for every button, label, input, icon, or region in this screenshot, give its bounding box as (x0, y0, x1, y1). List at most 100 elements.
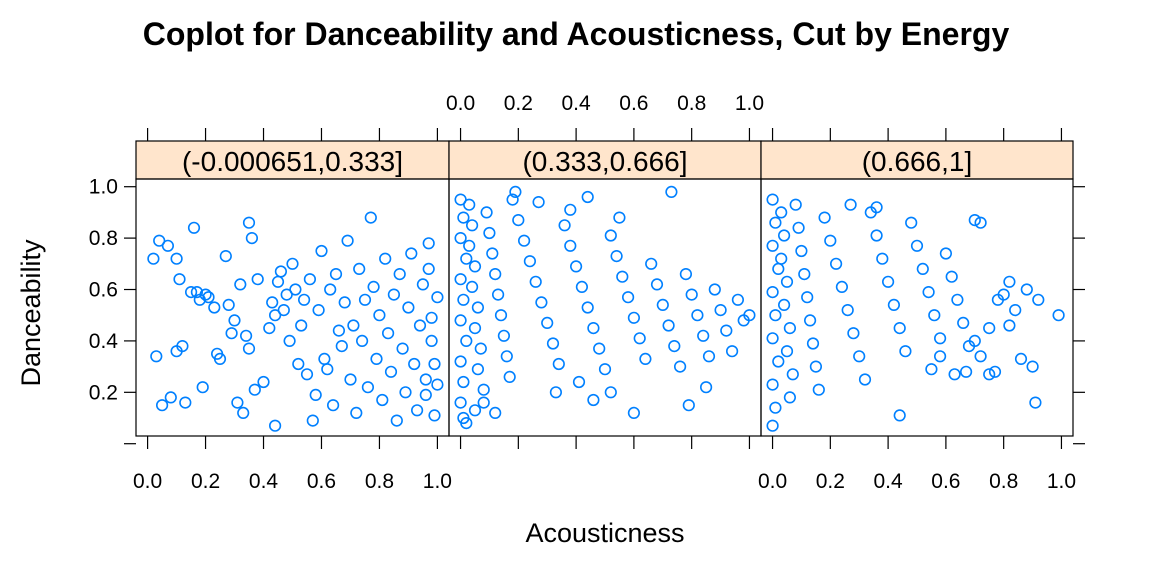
data-point (662, 319, 675, 332)
data-point (974, 216, 987, 229)
data-point (399, 386, 412, 399)
data-point (341, 234, 354, 247)
data-point (335, 340, 348, 353)
data-point (893, 322, 906, 335)
data-point (974, 350, 987, 363)
data-point (806, 337, 820, 350)
data-point (376, 393, 389, 407)
x-tick-label-bottom: 0.4 (249, 470, 279, 493)
data-point (780, 345, 794, 358)
panel-strip (135, 140, 450, 180)
data-point (910, 239, 924, 252)
data-point (841, 304, 854, 317)
data-point (789, 198, 802, 211)
data-point (604, 229, 617, 242)
panel-1: (-0.000651,0.333] 0.0 0.2 0.4 0.6 0.8 1.0 (133, 128, 452, 493)
data-point (283, 334, 296, 348)
data-point (483, 226, 496, 240)
data-point (150, 350, 163, 363)
data-point (240, 329, 253, 342)
data-point (1029, 396, 1042, 409)
data-point (457, 375, 470, 389)
data-point (324, 283, 337, 296)
y-tick-label: 0.6 (89, 279, 118, 302)
y-tick-label: 0.2 (89, 381, 118, 404)
strip-label: (0.333,0.666] (522, 146, 687, 177)
data-point (613, 211, 626, 224)
data-point (361, 381, 375, 394)
data-point (222, 298, 235, 312)
data-point (187, 221, 201, 234)
data-point (425, 334, 438, 348)
data-point (809, 360, 823, 373)
data-point (277, 304, 290, 317)
data-point (292, 357, 305, 371)
data-point (269, 419, 282, 432)
data-point (587, 322, 600, 335)
data-point (190, 286, 203, 299)
data-point (416, 278, 430, 291)
data-point (457, 293, 470, 306)
data-point (627, 406, 641, 420)
data-point (153, 234, 166, 247)
chart-title: Coplot for Danceability and Acousticness… (143, 16, 1010, 52)
data-point (853, 350, 866, 363)
data-point (274, 265, 288, 278)
data-point (792, 221, 805, 234)
data-point (468, 260, 482, 273)
data-point (231, 396, 244, 409)
data-point (925, 363, 938, 376)
data-point (769, 216, 782, 229)
data-point (948, 368, 961, 381)
data-point (743, 309, 756, 322)
data-point (581, 301, 594, 314)
data-point (251, 273, 264, 286)
data-point (824, 234, 837, 247)
data-point (876, 252, 889, 265)
data-point (564, 239, 577, 252)
data-point (610, 250, 623, 263)
data-point (396, 342, 409, 355)
data-point (665, 185, 678, 198)
x-tick-label-bottom: 0.8 (989, 470, 1018, 493)
data-point (413, 319, 427, 332)
data-point (844, 198, 857, 211)
data-point (708, 283, 721, 296)
x-tick-label-bottom: 0.0 (133, 470, 162, 493)
data-point (245, 232, 258, 245)
data-point (818, 211, 831, 224)
data-point (242, 342, 256, 355)
data-point (364, 211, 377, 224)
data-point (783, 391, 797, 404)
data-point (541, 316, 554, 330)
data-point (460, 417, 473, 430)
data-point (957, 316, 970, 330)
data-point (1032, 293, 1045, 306)
data-point (170, 252, 183, 265)
data-point (306, 414, 319, 427)
data-point (532, 196, 545, 209)
data-point (939, 247, 953, 260)
data-point (1009, 304, 1022, 317)
data-point (318, 352, 331, 366)
data-point (616, 270, 629, 283)
data-point (682, 399, 695, 412)
data-point (858, 373, 872, 386)
data-point (463, 198, 476, 211)
data-point (766, 419, 779, 432)
data-point (329, 268, 343, 281)
data-point (387, 288, 401, 301)
strip-label: (0.666,1] (862, 146, 973, 177)
data-point (321, 363, 334, 376)
plot-area: (-0.000651,0.333]0.0 0.2 0.4 0.6 0.8 1.0(0.33… (89, 92, 1085, 493)
data-point (454, 396, 467, 409)
data-point (431, 291, 444, 304)
data-point (656, 298, 669, 312)
data-point (775, 252, 788, 265)
data-point (286, 257, 299, 270)
strip-label: (-0.000651,0.333] (182, 146, 403, 177)
data-point (382, 327, 395, 340)
data-point (1026, 360, 1039, 373)
x-tick-label-bottom: 0.8 (365, 470, 394, 493)
